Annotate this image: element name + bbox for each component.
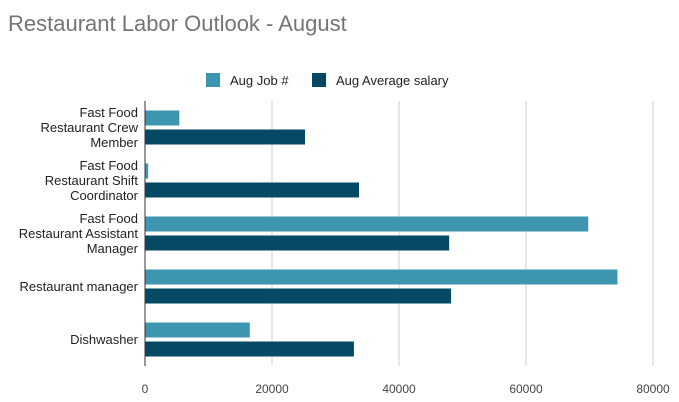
category-label-3: Fast Food Restaurant Assistant Manager [19, 211, 139, 256]
bar-series2-cat3 [145, 235, 450, 251]
x-tick-labels: 0 20000 40000 60000 80000 [142, 382, 670, 396]
category-labels: Fast Food Restaurant Crew Member Fast Food R… [19, 105, 139, 347]
x-tick-label-80000: 80000 [636, 382, 670, 396]
bar-series2-cat2 [145, 182, 359, 198]
legend-swatch-2 [312, 73, 326, 87]
bar-series1-cat3 [145, 216, 589, 232]
legend-label-2: Aug Average salary [336, 73, 449, 88]
category-label-2: Fast Food Restaurant Shift Coordinator [45, 158, 139, 203]
x-tick-label-0: 0 [142, 382, 149, 396]
legend-label-1: Aug Job # [230, 73, 289, 88]
x-tick-label-20000: 20000 [255, 382, 289, 396]
bars [145, 110, 618, 357]
gridlines [271, 101, 654, 366]
bar-series1-cat1 [145, 110, 180, 126]
x-tick-label-40000: 40000 [382, 382, 416, 396]
bar-series2-cat4 [145, 288, 452, 304]
category-label-5: Dishwasher [70, 332, 139, 347]
legend-swatch-1 [206, 73, 220, 87]
category-label-1: Fast Food Restaurant Crew Member [40, 105, 138, 150]
bar-series2-cat1 [145, 129, 306, 145]
x-tick-label-60000: 60000 [509, 382, 543, 396]
chart-title: Restaurant Labor Outlook - August [8, 11, 347, 36]
category-label-4: Restaurant manager [19, 279, 138, 294]
legend: Aug Job # Aug Average salary [206, 73, 449, 88]
bar-series1-cat2 [145, 163, 149, 179]
bar-series2-cat5 [145, 341, 354, 357]
bar-series1-cat5 [145, 322, 250, 338]
bar-series1-cat4 [145, 269, 618, 285]
